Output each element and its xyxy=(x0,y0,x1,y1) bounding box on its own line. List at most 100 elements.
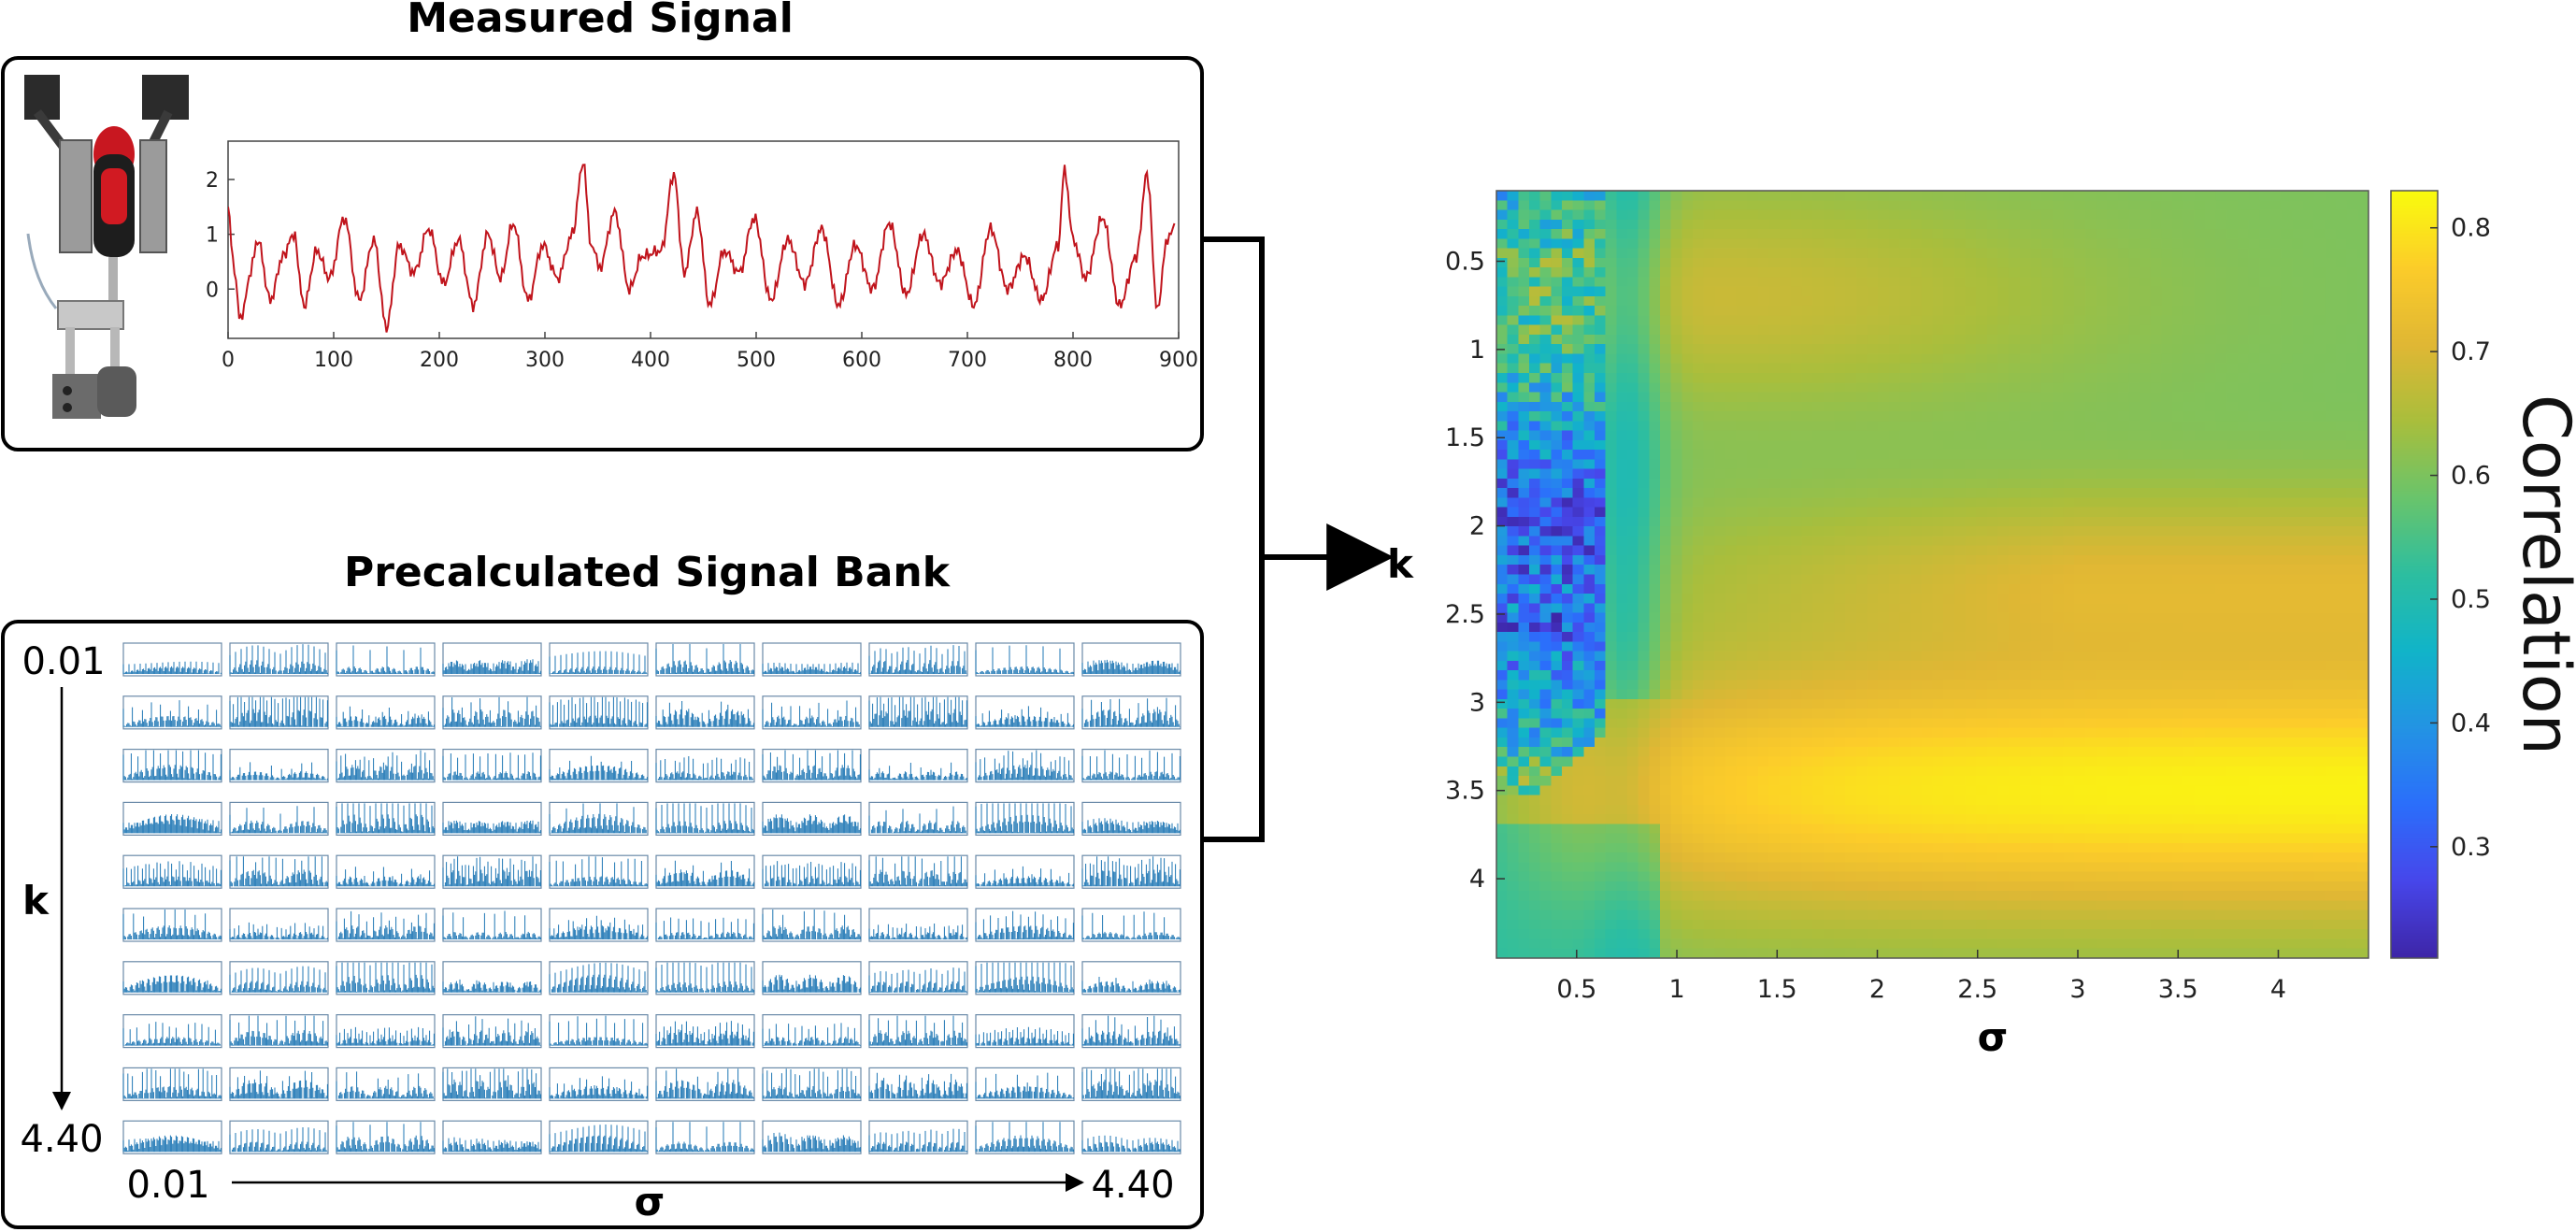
bank-thumbnail xyxy=(868,695,968,730)
bank-thumbnail xyxy=(549,695,649,730)
bank-thumbnail xyxy=(442,854,542,889)
heatmap-axes xyxy=(1496,190,2369,959)
heatmap-image-container xyxy=(1496,191,2368,958)
measured-signal-title: Measured Signal xyxy=(407,0,794,42)
bank-thumbnail xyxy=(229,1013,329,1049)
colorbar-tick-label: 0.6 xyxy=(2451,462,2491,491)
bank-thumbnail xyxy=(655,1120,755,1154)
bank-thumbnail xyxy=(442,961,542,996)
bank-thumbnail xyxy=(336,642,436,677)
bank-thumbnail xyxy=(868,961,968,996)
colorbar-tick-label: 0.4 xyxy=(2451,709,2491,738)
bank-thumbnail xyxy=(549,1067,649,1102)
bank-thumbnail xyxy=(1081,1067,1181,1102)
bank-thumbnail xyxy=(1081,961,1181,996)
bank-thumbnail xyxy=(655,1013,755,1049)
bank-thumbnail xyxy=(762,854,862,889)
signal-bank-title: Precalculated Signal Bank xyxy=(344,549,952,596)
bank-thumbnail xyxy=(975,908,1075,942)
colorbar-tick-label: 0.5 xyxy=(2451,585,2491,614)
x-tick-label: 400 xyxy=(631,349,670,372)
heatmap-y-tick-label: 3.5 xyxy=(1445,777,1485,806)
bank-thumbnail xyxy=(655,1067,755,1102)
signal-bank-frame xyxy=(1,620,1204,1229)
x-tick-label: 900 xyxy=(1159,349,1198,372)
bank-thumbnail xyxy=(229,1120,329,1154)
bank-thumbnail xyxy=(122,1067,222,1102)
bank-thumbnail xyxy=(868,908,968,942)
bank-thumbnail xyxy=(442,642,542,677)
bank-thumbnail xyxy=(549,1120,649,1154)
heatmap-y-tick-label: 3 xyxy=(1469,688,1485,717)
measured-signal-frame xyxy=(1,56,1204,451)
bank-thumbnail xyxy=(122,801,222,837)
measured-signal-axes xyxy=(227,140,1180,339)
bank-thumbnail xyxy=(655,961,755,996)
robotic-gripper-photo xyxy=(24,75,189,419)
bank-thumbnail xyxy=(1081,1120,1181,1154)
bank-thumbnail xyxy=(122,854,222,889)
x-tick-label: 700 xyxy=(948,349,987,372)
bank-thumbnail xyxy=(1081,801,1181,837)
bank-thumbnail xyxy=(975,801,1075,837)
bank-thumbnail xyxy=(549,961,649,996)
y-tick-label: 0 xyxy=(206,279,219,302)
bank-thumbnail xyxy=(975,642,1075,677)
bank-thumbnail xyxy=(762,1120,862,1154)
bank-sigma-label: σ xyxy=(635,1179,665,1225)
bank-thumbnail xyxy=(868,1120,968,1154)
bank-thumbnail xyxy=(122,1013,222,1049)
colorbar-tick-label: 0.7 xyxy=(2451,337,2491,366)
heatmap-x-tick-label: 2 xyxy=(1869,975,1885,1004)
colorbar xyxy=(2391,191,2438,958)
x-tick-label: 600 xyxy=(842,349,881,372)
bank-k-end: 4.40 xyxy=(20,1118,103,1161)
bank-thumbnail xyxy=(1081,695,1181,730)
heatmap-x-tick-label: 3.5 xyxy=(2158,975,2198,1004)
bank-thumbnail xyxy=(975,1067,1075,1102)
bank-thumbnail xyxy=(442,801,542,837)
bank-k-start: 0.01 xyxy=(21,640,105,683)
colorbar-tick-label: 0.8 xyxy=(2451,214,2491,243)
measured-signal-line xyxy=(228,164,1176,333)
bank-thumbnail xyxy=(1081,642,1181,677)
bank-thumbnail xyxy=(762,1067,862,1102)
bank-thumbnail xyxy=(762,642,862,677)
bank-thumbnail xyxy=(442,695,542,730)
bank-thumbnail xyxy=(868,1067,968,1102)
correlation-heatmap xyxy=(1496,191,2368,958)
bank-thumbnail xyxy=(122,1120,222,1154)
heatmap-x-tick-label: 1 xyxy=(1668,975,1684,1004)
colorbar-tick-label: 0.3 xyxy=(2451,833,2491,862)
bank-thumbnail xyxy=(868,748,968,783)
bank-thumbnail xyxy=(229,748,329,783)
bank-thumbnail xyxy=(975,748,1075,783)
bank-thumbnail xyxy=(549,854,649,889)
bank-thumbnail xyxy=(229,801,329,837)
heatmap-y-tick-label: 1 xyxy=(1469,336,1485,365)
bank-thumbnail xyxy=(549,1013,649,1049)
heatmap-y-tick-label: 2.5 xyxy=(1445,600,1485,629)
bank-thumbnail xyxy=(1081,908,1181,942)
bank-thumbnail xyxy=(229,854,329,889)
bank-thumbnail xyxy=(655,908,755,942)
heatmap-x-tick-label: 4 xyxy=(2270,975,2286,1004)
colorbar-frame xyxy=(2390,190,2439,959)
x-tick-label: 0 xyxy=(222,349,235,372)
bank-thumbnail xyxy=(975,1013,1075,1049)
bank-thumbnail xyxy=(975,1120,1075,1154)
bank-thumbnail xyxy=(442,748,542,783)
bank-thumbnail xyxy=(336,695,436,730)
bank-thumbnail xyxy=(762,1013,862,1049)
bank-thumbnail xyxy=(229,1067,329,1102)
heatmap-x-tick-label: 0.5 xyxy=(1556,975,1596,1004)
bank-thumbnail xyxy=(975,695,1075,730)
x-tick-label: 200 xyxy=(420,349,459,372)
bank-thumbnail xyxy=(762,908,862,942)
bank-thumbnail xyxy=(442,1013,542,1049)
bank-thumbnail xyxy=(1081,854,1181,889)
y-tick-label: 1 xyxy=(206,224,219,248)
bank-thumbnail xyxy=(549,642,649,677)
colorbar-container xyxy=(2391,191,2438,958)
